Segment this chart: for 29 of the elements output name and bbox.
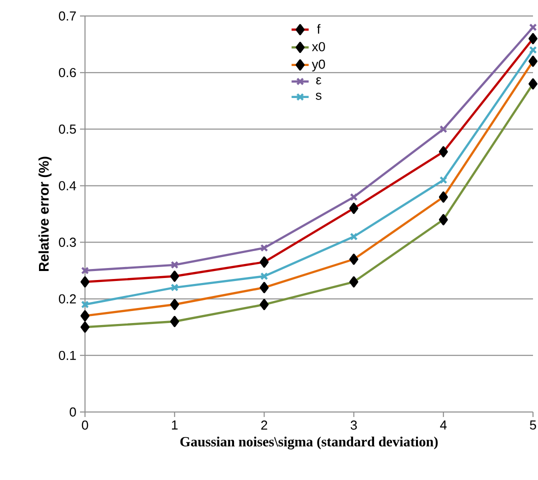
y-tick-label: 0.5	[58, 124, 76, 134]
y-tick-label: 0.7	[58, 11, 76, 21]
legend-label: s	[316, 92, 322, 100]
point	[350, 193, 358, 201]
legend-label: ε	[316, 77, 322, 84]
y-tick-label: 0	[70, 407, 76, 417]
y-tick-label: 0.6	[58, 68, 76, 78]
x-axis-title: Gaussian noises\sigma (standard deviation)	[180, 436, 438, 450]
x-tick-label: 0	[82, 420, 88, 430]
point	[439, 176, 448, 184]
x-tick-label: 3	[350, 420, 357, 430]
point	[260, 272, 268, 280]
point	[260, 244, 268, 252]
x-tick-label: 1	[172, 420, 178, 430]
x-tick-label: 2	[261, 420, 268, 430]
x-tick-label: 5	[530, 420, 536, 430]
y-tick-label: 0.1	[58, 350, 76, 360]
y-tick-label: 0.4	[58, 181, 76, 190]
point	[439, 125, 448, 134]
legend-label: y0	[312, 60, 325, 72]
legend-label: f	[317, 24, 320, 34]
y-axis-title: Relative error (%)	[38, 156, 52, 272]
point	[350, 232, 358, 241]
x-tick-label: 4	[440, 420, 447, 430]
point	[170, 284, 179, 292]
point	[170, 260, 179, 269]
y-tick-label: 0.3	[58, 238, 76, 247]
y-tick-label: 0.2	[58, 294, 76, 304]
legend-label: x0	[312, 42, 325, 52]
